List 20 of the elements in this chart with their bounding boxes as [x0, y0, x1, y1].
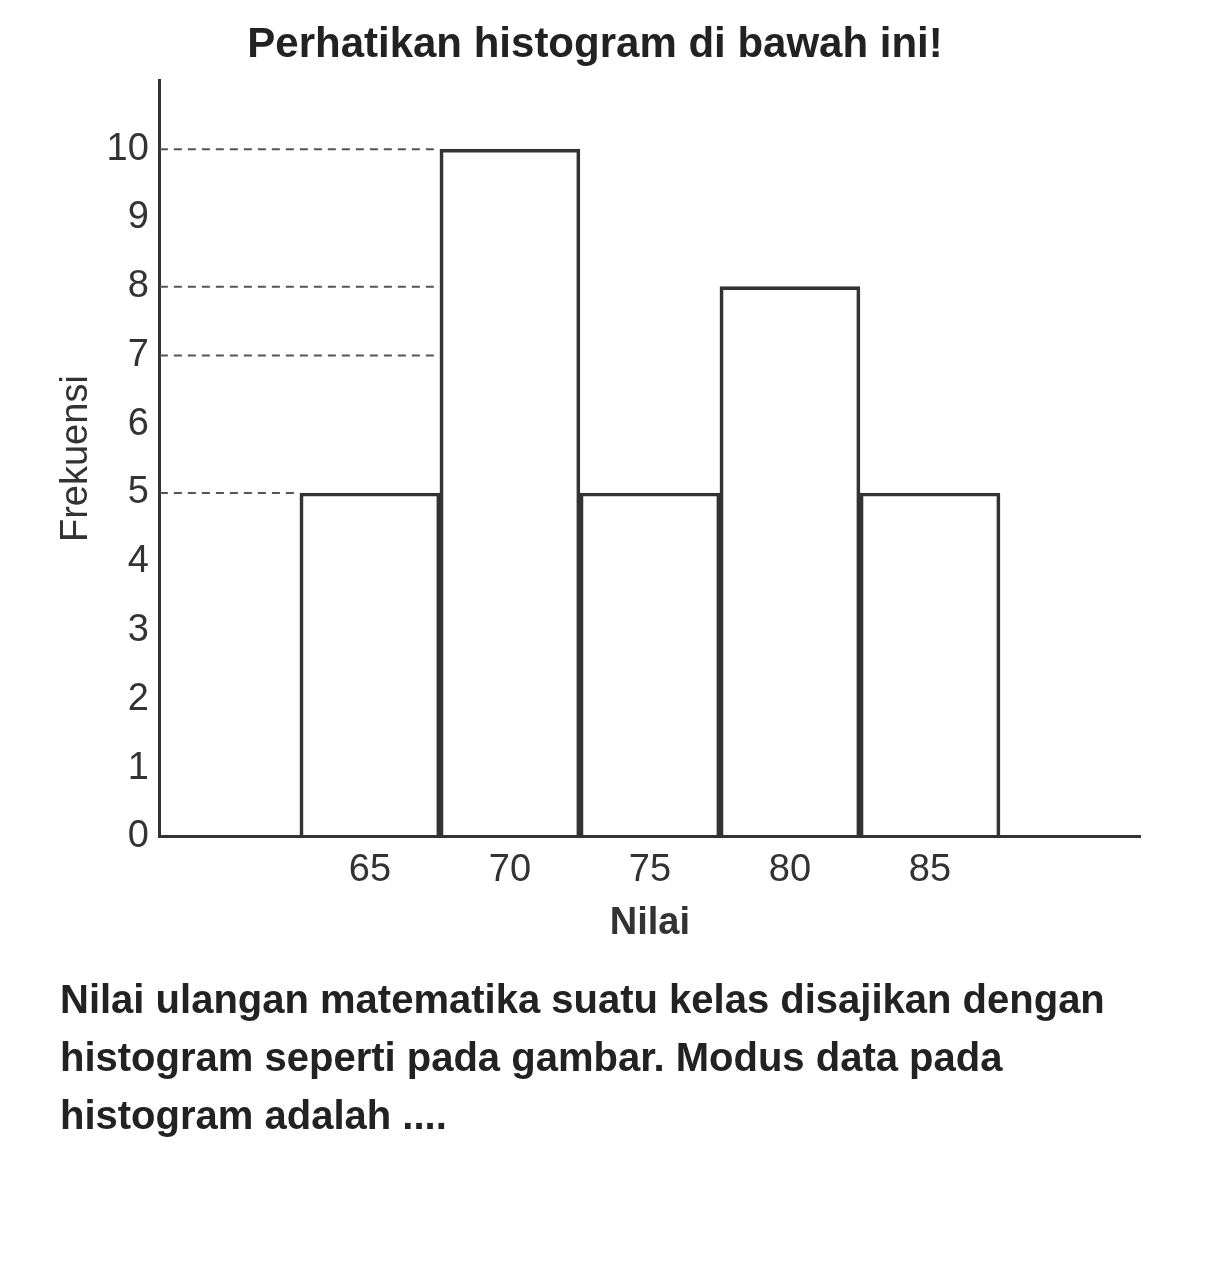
y-tick-label: 1: [127, 744, 149, 787]
y-tick-label: 3: [127, 606, 149, 649]
y-tick-label: 5: [127, 469, 149, 512]
x-tick-label: 65: [348, 847, 392, 890]
x-tick-label: 85: [908, 847, 952, 890]
y-axis-title: Frekuensi: [53, 375, 96, 543]
y-tick-label: 4: [127, 538, 149, 581]
x-tick-label: 80: [768, 847, 812, 890]
y-tick-label: 2: [127, 675, 149, 718]
chart-title: Perhatikan histogram di bawah ini!: [247, 18, 943, 66]
text: Nilai ulangan matematika suatu kelas disajikan dengan histogram seperti pada gambar. Modus data pada histogram adalah ....: [60, 976, 1106, 1139]
y-tick-label: 9: [127, 194, 149, 237]
y-tick-label: 0: [127, 813, 149, 856]
x-axis-title: Nilai: [609, 899, 691, 942]
y-tick-label: 7: [127, 331, 149, 374]
x-tick-label: 70: [488, 847, 532, 890]
y-tick-label: 6: [127, 400, 149, 443]
y-tick-label: 10: [106, 125, 149, 168]
x-tick-label: 75: [628, 847, 672, 890]
y-tick-label: 8: [127, 263, 149, 306]
